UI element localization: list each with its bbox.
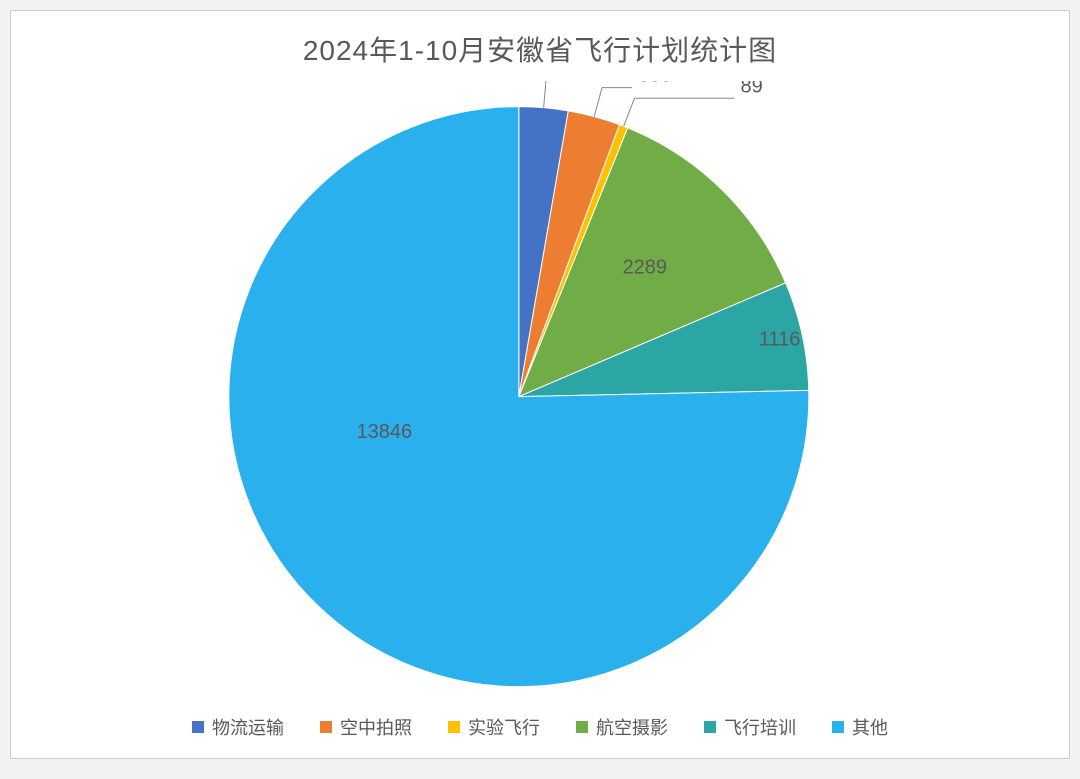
- legend-label: 其他: [852, 714, 888, 740]
- legend-item: 其他: [832, 714, 888, 740]
- slice-label: 13846: [357, 421, 413, 443]
- chart-title: 2024年1-10月安徽省飞行计划统计图: [11, 29, 1069, 69]
- legend-swatch: [320, 721, 332, 733]
- legend-item: 飞行培训: [704, 714, 796, 740]
- pie-svg: 501536892289111613846: [11, 81, 1069, 688]
- slice-label: 89: [740, 81, 762, 97]
- legend-swatch: [832, 721, 844, 733]
- legend: 物流运输 空中拍照 实验飞行 航空摄影 飞行培训 其他: [11, 714, 1069, 740]
- legend-label: 实验飞行: [468, 714, 540, 740]
- slice-label: 536: [638, 81, 671, 87]
- legend-item: 实验飞行: [448, 714, 540, 740]
- legend-label: 物流运输: [212, 714, 284, 740]
- pie-area: 501536892289111613846: [11, 81, 1069, 688]
- leader-line: [594, 88, 632, 117]
- legend-label: 飞行培训: [724, 714, 796, 740]
- legend-item: 空中拍照: [320, 714, 412, 740]
- legend-swatch: [576, 721, 588, 733]
- legend-swatch: [704, 721, 716, 733]
- legend-item: 物流运输: [192, 714, 284, 740]
- slice-label: 2289: [623, 257, 668, 279]
- leader-line: [624, 98, 735, 126]
- slice-label: 1116: [759, 329, 801, 351]
- legend-item: 航空摄影: [576, 714, 668, 740]
- legend-label: 空中拍照: [340, 714, 412, 740]
- leader-line: [506, 81, 546, 108]
- legend-label: 航空摄影: [596, 714, 668, 740]
- legend-swatch: [448, 721, 460, 733]
- legend-swatch: [192, 721, 204, 733]
- chart-container: 2024年1-10月安徽省飞行计划统计图 5015368922891116138…: [10, 10, 1070, 759]
